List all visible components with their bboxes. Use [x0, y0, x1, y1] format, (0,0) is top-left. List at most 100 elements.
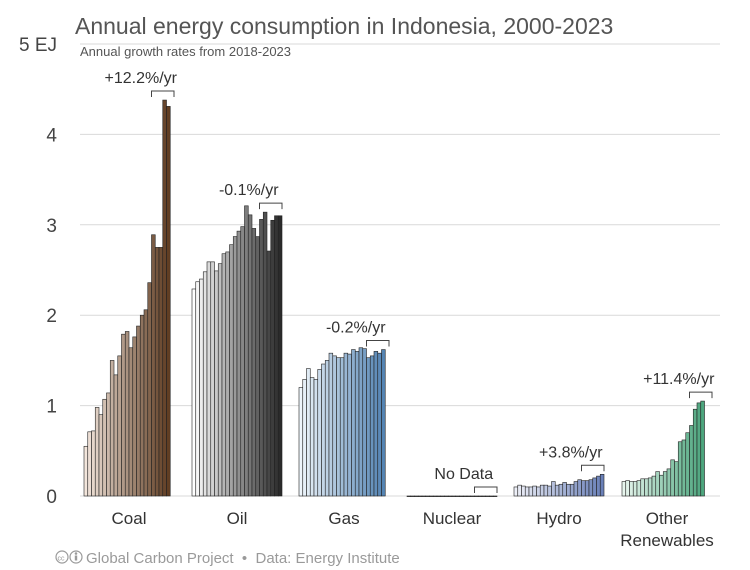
bar	[343, 352, 349, 497]
bar	[489, 495, 494, 497]
bar-group-coal	[83, 99, 171, 497]
bar	[447, 495, 453, 497]
bar	[377, 352, 382, 497]
category-label: Nuclear	[423, 509, 482, 528]
bar	[210, 261, 215, 497]
bar	[232, 236, 238, 497]
growth-annotations: +12.2%/yr -0.1%/yr -0.2%/yr No Data +3.8%/yr…	[105, 70, 715, 493]
bar	[91, 430, 96, 497]
bar	[666, 468, 672, 497]
y-axis: 0 1 2 3 4 5 EJ	[19, 35, 57, 508]
bar	[166, 106, 171, 497]
bar	[274, 215, 279, 497]
bar-group-oil	[191, 205, 283, 497]
bar	[98, 414, 104, 497]
growth-label: +11.4%/yr	[643, 371, 715, 388]
bar	[202, 271, 208, 497]
bar	[191, 288, 197, 497]
bar	[102, 398, 107, 497]
bar	[432, 495, 438, 497]
bar	[262, 211, 268, 497]
bar	[117, 355, 122, 497]
bar	[195, 281, 200, 497]
bar	[689, 425, 694, 497]
bar	[336, 357, 341, 497]
footer-text: Global Carbon Project • Data: Energy Ins…	[86, 550, 400, 567]
y-tick-label: 5 EJ	[19, 35, 57, 56]
gridlines	[80, 43, 720, 497]
bar-group-hydro	[513, 473, 605, 497]
bar	[644, 478, 649, 497]
growth-label: +12.2%/yr	[105, 70, 178, 87]
growth-bracket	[689, 391, 713, 399]
bar	[240, 226, 245, 497]
bar	[362, 348, 367, 497]
bar	[147, 282, 152, 497]
bar	[151, 234, 156, 497]
growth-label: +3.8%/yr	[539, 444, 603, 461]
growth-bracket	[581, 464, 605, 472]
bar	[121, 333, 126, 497]
bar	[270, 219, 275, 497]
bar	[417, 495, 423, 497]
bar	[154, 247, 160, 497]
bar	[536, 486, 541, 497]
bar	[206, 261, 212, 497]
footer: cc Global Carbon Project • Data: Energy …	[55, 550, 400, 567]
bar	[521, 485, 526, 497]
bar	[636, 480, 642, 497]
bar	[421, 495, 427, 497]
bar	[581, 480, 586, 497]
bar	[485, 495, 490, 497]
svg-text:cc: cc	[58, 556, 66, 563]
bar	[132, 336, 137, 497]
bar	[436, 495, 442, 497]
bar	[640, 478, 645, 497]
bar	[109, 360, 115, 497]
bar	[94, 407, 100, 497]
bar	[217, 263, 223, 497]
bar	[592, 477, 597, 497]
bar	[481, 495, 487, 497]
bar	[381, 349, 386, 497]
bar	[584, 480, 590, 497]
bar	[470, 495, 475, 497]
category-label: Gas	[328, 509, 359, 528]
bar	[477, 495, 483, 497]
bar	[524, 486, 530, 497]
category-label: Coal	[112, 509, 147, 528]
bar	[255, 236, 260, 497]
category-label: Other	[646, 509, 689, 528]
bar	[251, 228, 257, 497]
bar	[451, 495, 457, 497]
growth-label: -0.2%/yr	[326, 320, 386, 337]
bar	[347, 353, 352, 497]
chart-subtitle: Annual growth rates from 2018-2023	[80, 44, 291, 59]
bar	[647, 477, 653, 497]
bar	[596, 475, 601, 497]
bar	[444, 495, 449, 497]
bar	[685, 432, 690, 497]
bar	[513, 486, 519, 497]
bar	[214, 270, 219, 497]
bar	[651, 475, 657, 497]
bar	[113, 374, 119, 497]
growth-bracket	[151, 90, 175, 98]
bar	[236, 230, 242, 497]
bar	[358, 347, 364, 497]
bar	[440, 495, 445, 497]
x-axis: Coal Oil Gas Nuclear Hydro Other Renewables	[112, 509, 714, 550]
bar	[406, 495, 412, 497]
bar	[225, 251, 230, 497]
bar	[83, 445, 89, 497]
bar	[87, 431, 92, 497]
y-tick-label: 2	[46, 306, 57, 327]
growth-bracket	[366, 340, 390, 347]
bar	[492, 495, 498, 497]
bar	[558, 483, 564, 497]
growth-label: -0.1%/yr	[219, 182, 279, 199]
y-tick-label: 0	[46, 487, 57, 508]
growth-bracket	[474, 486, 498, 493]
bar	[162, 99, 167, 497]
bar	[566, 483, 571, 497]
